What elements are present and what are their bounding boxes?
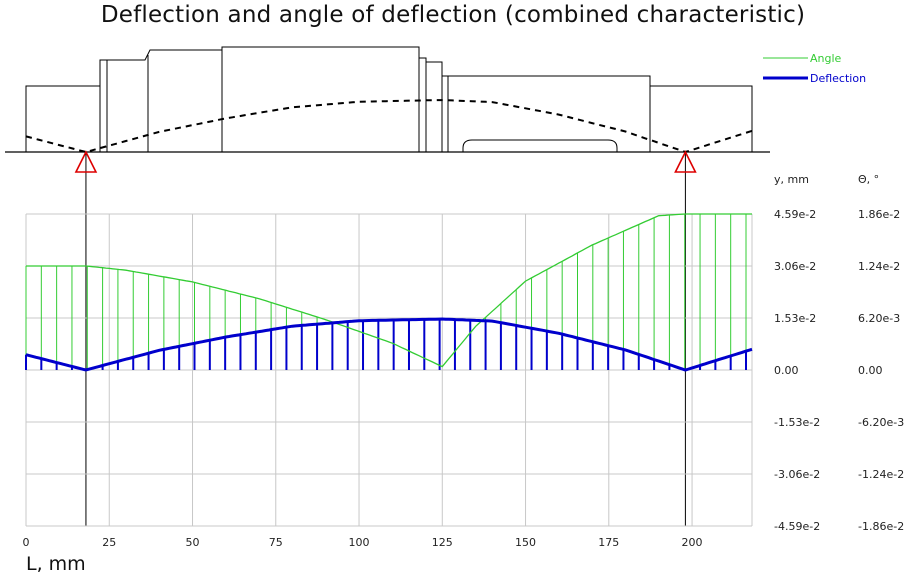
- legend-deflection-label: Deflection: [810, 72, 866, 85]
- x-tick-label: 75: [269, 536, 283, 549]
- legend-angle-label: Angle: [810, 52, 842, 65]
- x-tick-label: 125: [432, 536, 453, 549]
- y-left-tick-label: -1.53e-2: [774, 416, 820, 429]
- y-right-tick-label: -1.24e-2: [858, 468, 904, 481]
- keyway: [462, 139, 618, 152]
- y-left-ticks: 4.59e-2 3.06e-2 1.53e-2 0.00 -1.53e-2 -3.06e-…: [774, 208, 820, 533]
- grid: [25, 213, 753, 527]
- y-left-tick-label: 4.59e-2: [774, 208, 816, 221]
- y-right-tick-label: 6.20e-3: [858, 312, 900, 325]
- y-right-tick-label: -1.86e-2: [858, 520, 904, 533]
- y-left-tick-label: -3.06e-2: [774, 468, 820, 481]
- x-tick-label: 0: [23, 536, 30, 549]
- deflection-hatching: [25, 319, 748, 370]
- y-right-ticks: 1.86e-2 1.24e-2 6.20e-3 0.00 -6.20e-3 -1.24e-…: [858, 208, 904, 533]
- y-right-tick-label: 0.00: [858, 364, 883, 377]
- y-left-axis-label: y, mm: [774, 173, 809, 186]
- shaft-outline: [25, 46, 753, 152]
- y-left-tick-label: 0.00: [774, 364, 799, 377]
- y-left-tick-label: -4.59e-2: [774, 520, 820, 533]
- support-triangle: [674, 150, 697, 173]
- deflection-series-line: [25, 317, 753, 372]
- x-tick-label: 25: [102, 536, 116, 549]
- angle-series-line: [26, 213, 752, 368]
- angle-hatching: [25, 214, 747, 370]
- x-axis-label: L, mm: [26, 553, 86, 575]
- shaft-sketch: [5, 46, 770, 153]
- y-left-tick-label: 1.53e-2: [774, 312, 816, 325]
- legend: Angle Deflection: [763, 52, 866, 85]
- x-tick-label: 100: [349, 536, 370, 549]
- x-tick-label: 50: [186, 536, 200, 549]
- y-left-tick-label: 3.06e-2: [774, 260, 816, 273]
- x-tick-label: 175: [598, 536, 619, 549]
- supports: [74, 150, 697, 526]
- y-right-tick-label: -6.20e-3: [858, 416, 904, 429]
- chart-title: Deflection and angle of deflection (comb…: [100, 2, 806, 28]
- series-layer: [25, 213, 753, 372]
- deflected-shaft-curve: [25, 99, 753, 154]
- x-axis-ticks: 0 25 50 75 100 125 150 175 200: [23, 536, 703, 549]
- x-tick-label: 200: [682, 536, 703, 549]
- support-triangle: [74, 150, 98, 173]
- y-right-tick-label: 1.24e-2: [858, 260, 900, 273]
- x-tick-label: 150: [515, 536, 536, 549]
- y-right-axis-label: Θ, °: [858, 173, 879, 186]
- y-right-tick-label: 1.86e-2: [858, 208, 900, 221]
